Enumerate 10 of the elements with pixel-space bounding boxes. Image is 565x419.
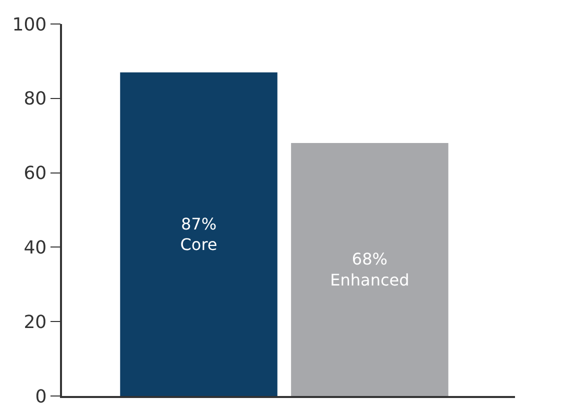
data-label: 68%	[352, 250, 388, 269]
data-label: 87%	[180, 214, 217, 234]
y-tick-label: 40	[24, 238, 47, 258]
y-tick-label: 80	[24, 88, 47, 110]
y-tick-label: 100	[12, 14, 47, 36]
x-tick-label: Core	[180, 235, 218, 254]
y-tick-label: 20	[24, 312, 47, 333]
y-tick-label: 60	[24, 163, 47, 184]
x-tick-label: Enhanced	[330, 270, 410, 290]
y-tick-label: 0	[35, 386, 47, 408]
